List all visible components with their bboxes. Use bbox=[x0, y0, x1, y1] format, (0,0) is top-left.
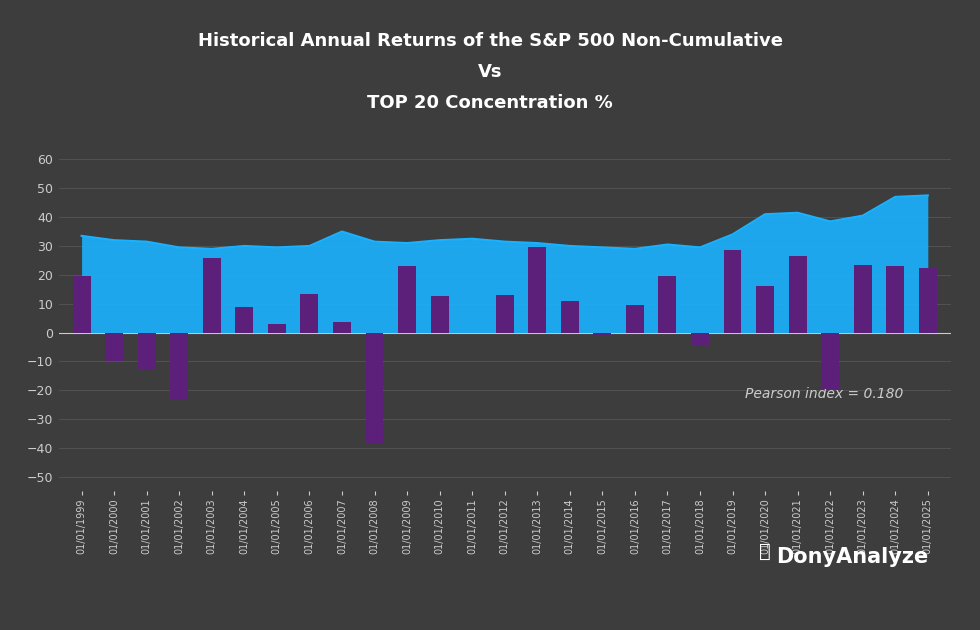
Bar bbox=[398, 266, 416, 333]
Bar bbox=[235, 307, 253, 333]
Bar bbox=[73, 277, 90, 333]
Bar bbox=[691, 333, 709, 346]
Bar bbox=[496, 295, 514, 333]
Text: DonyAnalyze: DonyAnalyze bbox=[776, 547, 929, 567]
Bar bbox=[138, 333, 156, 370]
Text: TOP 20 Concentration %: TOP 20 Concentration % bbox=[368, 94, 612, 113]
Bar bbox=[723, 250, 742, 333]
Bar bbox=[203, 258, 220, 333]
Bar bbox=[301, 294, 318, 333]
Text: Vs: Vs bbox=[478, 63, 502, 81]
Bar bbox=[594, 333, 612, 335]
Text: Pearson index = 0.180: Pearson index = 0.180 bbox=[746, 387, 904, 401]
Bar bbox=[171, 333, 188, 401]
Bar bbox=[854, 265, 871, 333]
Bar bbox=[105, 333, 123, 362]
Bar bbox=[333, 323, 351, 333]
Bar bbox=[919, 268, 937, 333]
Bar bbox=[561, 301, 579, 333]
Bar bbox=[430, 297, 449, 333]
Bar bbox=[789, 256, 807, 333]
Bar bbox=[886, 266, 905, 333]
Text: 📊: 📊 bbox=[759, 542, 770, 561]
Bar bbox=[821, 333, 839, 389]
Bar bbox=[528, 248, 546, 333]
Bar bbox=[366, 333, 383, 444]
Bar bbox=[626, 305, 644, 333]
Bar bbox=[268, 324, 286, 333]
Text: Historical Annual Returns of the S&P 500 Non-Cumulative: Historical Annual Returns of the S&P 500… bbox=[198, 32, 782, 50]
Bar bbox=[757, 287, 774, 333]
Bar bbox=[659, 277, 676, 333]
